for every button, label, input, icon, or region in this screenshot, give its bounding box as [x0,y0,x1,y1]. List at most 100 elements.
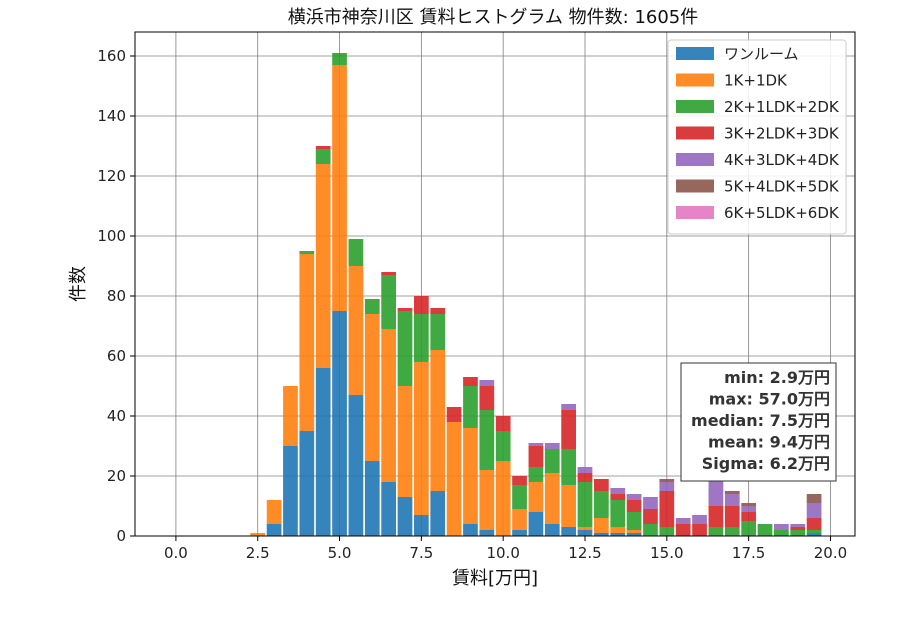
bar-segment [315,146,331,149]
bar-segment [364,314,380,461]
bar-segment [348,239,364,266]
bar-segment [479,470,495,530]
bar-segment [806,494,822,503]
bar-segment [610,488,626,494]
legend-swatch [676,73,714,87]
bar-segment [446,422,462,536]
bar-segment [381,482,396,536]
stats-line: Sigma: 6.2万円 [702,454,830,473]
x-tick-label: 17.5 [732,544,765,562]
bar-segment [675,524,691,536]
x-tick-label: 12.5 [568,544,601,562]
bar-segment [774,524,789,530]
bar-segment [659,479,675,482]
bar-segment [266,500,282,524]
bar-segment [446,407,462,422]
bar-segment [741,506,756,512]
bar-segment [463,386,478,428]
bar-segment [250,533,266,536]
bar-segment [315,164,331,368]
stats-line: median: 7.5万円 [691,411,830,430]
bar-segment [528,467,544,482]
y-tick-label: 0 [116,527,126,545]
bar-segment [544,443,560,449]
x-tick-label: 2.5 [246,544,270,562]
y-tick-label: 140 [97,107,126,125]
bar-segment [397,497,413,536]
bar-segment [479,380,495,386]
bar-segment [528,446,544,467]
bar-segment [479,530,495,536]
bar-segment [463,428,478,524]
bar-segment [594,533,609,536]
bar-segment [594,491,609,518]
bar-segment [741,521,756,536]
bar-segment [544,524,560,536]
bar-segment [414,314,429,362]
bar-segment [561,449,576,485]
bar-segment [495,416,511,431]
y-tick-label: 160 [97,47,126,65]
x-axis-ticks: 0.0 2.5 5.0 7.5 10.0 12.5 15.0 17.5 20.0 [164,536,847,562]
bar-segment [266,524,282,536]
bar-segment [315,149,331,164]
bar-segment [299,251,315,254]
bar-segment [708,527,724,536]
bar-segment [381,272,396,275]
bar-segment [495,431,511,461]
bar-segment [544,473,560,524]
bar-segment [430,308,446,314]
stats-line: mean: 9.4万円 [708,433,830,452]
bar-segment [430,491,446,536]
bar-segment [414,296,429,314]
bar-segment [708,506,724,527]
bar-segment [561,485,576,527]
bar-segment [463,524,478,536]
bar-segment [397,311,413,386]
bar-segment [479,386,495,410]
y-axis-label: 件数 [68,266,89,302]
bar-segment [790,524,806,527]
x-tick-label: 20.0 [814,544,847,562]
x-tick-label: 10.0 [486,544,519,562]
bar-segment [528,482,544,512]
legend-swatch [676,47,714,60]
bar-segment [594,518,609,533]
bar-segment [692,515,707,524]
bar-segment [724,494,740,506]
bar-segment [659,482,675,491]
bar-segment [610,527,626,533]
bar-segment [299,431,315,536]
bar-segment [626,500,642,512]
bar-segment [463,377,478,386]
legend-swatch [676,126,714,140]
bar-segment [757,524,773,536]
bar-segment [430,350,446,491]
plot-area-frame [134,31,856,537]
bar-segment [299,254,315,431]
bar-segment [724,491,740,494]
bar-segment [479,410,495,470]
chart-title: 横浜市神奈川区 賃料ヒストグラム 物件数: 1605件 [288,7,699,28]
legend-swatch [676,179,714,193]
bar-segment [806,503,822,518]
bar-segment [806,518,822,530]
x-axis-label: 賃料[万円] [452,568,538,589]
bar-segment [643,509,658,524]
x-tick-label: 7.5 [409,544,433,562]
bar-segment [741,503,756,506]
bar-segment [283,386,298,446]
bar-segment [806,530,822,533]
bar-segment [790,530,806,536]
bar-segment [348,395,364,536]
bar-segment [561,410,576,449]
y-tick-label: 120 [97,167,126,185]
bar-segment [626,533,642,536]
bar-segment [561,404,576,410]
bar-segment [332,65,347,311]
legend-label: ワンルーム [724,45,799,63]
y-tick-label: 40 [107,407,126,425]
y-tick-label: 20 [107,467,126,485]
bar-segment [610,500,626,527]
bar-segment [315,368,331,536]
